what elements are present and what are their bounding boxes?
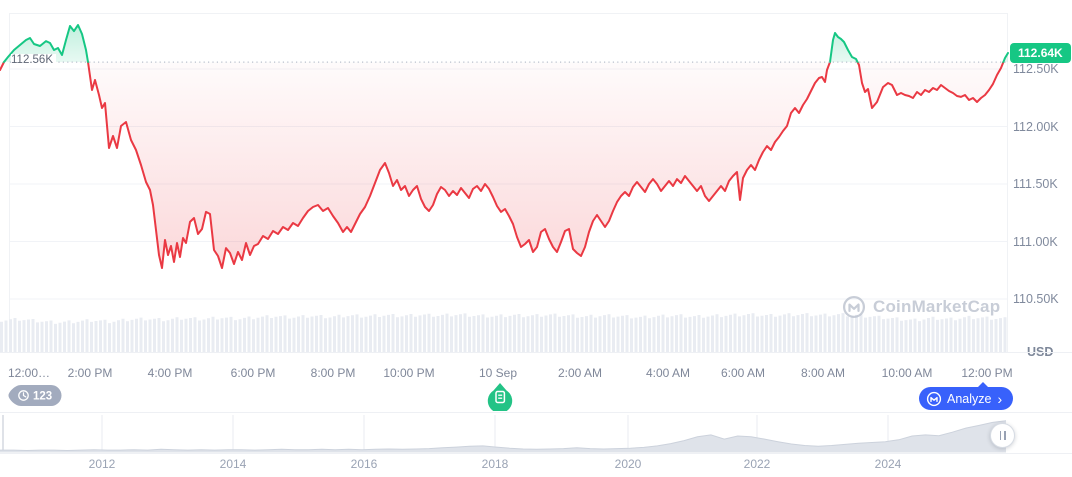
year-tick-label: 2016 bbox=[350, 457, 378, 471]
price-tick-label: 110.50K bbox=[1013, 292, 1059, 306]
time-tick-label: 10:00 PM bbox=[383, 366, 435, 380]
history-count-badge[interactable]: 123 bbox=[7, 384, 63, 407]
divider bbox=[0, 412, 1072, 413]
document-icon bbox=[495, 390, 506, 404]
time-tick-label: 8:00 AM bbox=[800, 366, 846, 380]
coinmarketcap-logo-icon bbox=[926, 391, 942, 406]
marker-teardrop bbox=[487, 383, 513, 411]
main-price-chart[interactable] bbox=[0, 0, 1072, 353]
time-tick-label: 2:00 AM bbox=[557, 366, 603, 380]
time-tick-label: 12:00 PM bbox=[961, 366, 1013, 380]
time-tick-label: 6:00 PM bbox=[230, 366, 276, 380]
price-tick-label: 111.00K bbox=[1013, 234, 1058, 249]
analyze-label: Analyze bbox=[947, 391, 992, 406]
time-tick-label: 10:00 AM bbox=[881, 366, 933, 380]
price-tick-label: 111.50K bbox=[1013, 177, 1058, 191]
time-tick-label: 10 Sep bbox=[478, 366, 518, 380]
news-event-marker[interactable] bbox=[486, 382, 514, 411]
divider bbox=[0, 352, 1072, 353]
time-tick-label: 4:00 PM bbox=[147, 366, 193, 380]
analyze-button[interactable]: Analyze › bbox=[919, 382, 1014, 410]
price-line-green bbox=[2, 24, 1009, 63]
time-tick-label: 8:00 PM bbox=[310, 366, 356, 380]
year-tick-label: 2014 bbox=[219, 457, 247, 471]
divider bbox=[0, 453, 1072, 454]
time-tick-label: 4:00 AM bbox=[645, 366, 691, 380]
history-count: 123 bbox=[33, 391, 52, 403]
year-tick-label: 2024 bbox=[874, 457, 902, 471]
year-tick-label: 2012 bbox=[88, 457, 116, 471]
time-tick-label: 6:00 AM bbox=[720, 366, 766, 380]
year-tick-label: 2018 bbox=[481, 457, 509, 471]
minimap-area bbox=[0, 420, 1006, 453]
time-tick-label: 12:00… bbox=[8, 366, 51, 380]
current-price-badge: 112.64K bbox=[1010, 43, 1071, 63]
badge-shape bbox=[8, 385, 62, 406]
year-tick-label: 2022 bbox=[743, 457, 771, 471]
price-tick-label: 112.00K bbox=[1013, 119, 1059, 134]
history-minimap[interactable] bbox=[0, 413, 1072, 453]
time-tick-label: 2:00 PM bbox=[67, 366, 113, 380]
volume-bars bbox=[0, 313, 1007, 352]
price-area-below-open bbox=[0, 62, 1008, 268]
open-price-label: 112.56K bbox=[11, 54, 56, 66]
range-drag-handle[interactable] bbox=[990, 423, 1015, 448]
minimap-edge-line bbox=[0, 420, 1007, 452]
year-tick-label: 2020 bbox=[614, 457, 642, 471]
chevron-right-icon: › bbox=[997, 390, 1003, 407]
history-clock-icon bbox=[18, 390, 29, 401]
price-tick-label: 112.50K bbox=[1013, 62, 1059, 76]
price-line-red bbox=[0, 61, 1005, 269]
